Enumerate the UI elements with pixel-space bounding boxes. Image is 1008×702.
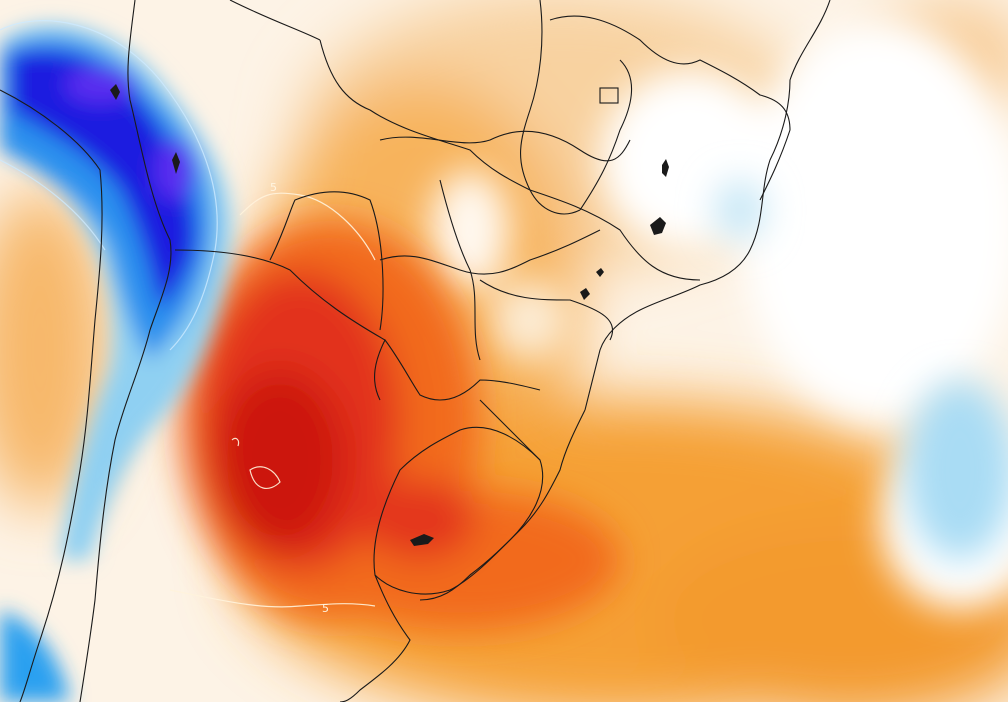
contour-label-south: 5 (322, 602, 329, 615)
contour-lines (169, 192, 376, 608)
political-borders (0, 0, 831, 702)
lakes (110, 84, 669, 546)
cold-contour-lines (0, 20, 218, 351)
contour-label-north: 5 (270, 181, 277, 194)
hot-anomaly-core (180, 220, 620, 630)
cold-ocean-patch (715, 180, 1008, 560)
